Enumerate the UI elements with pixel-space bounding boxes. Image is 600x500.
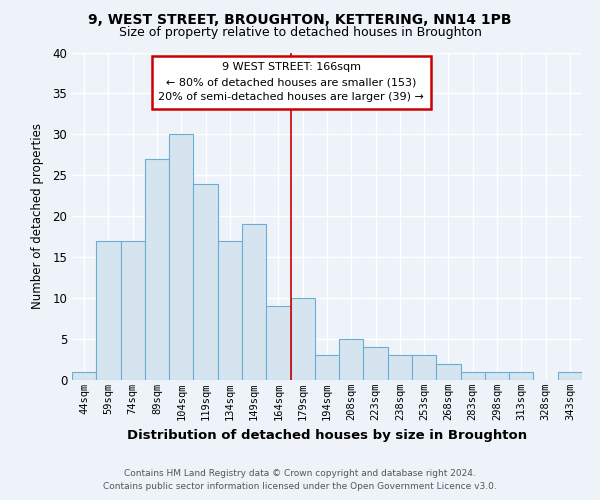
Bar [121,241,145,380]
Bar [364,347,388,380]
X-axis label: Distribution of detached houses by size in Broughton: Distribution of detached houses by size … [127,428,527,442]
Bar [339,339,364,380]
Bar [96,241,121,380]
Bar [509,372,533,380]
Text: 9 WEST STREET: 166sqm
← 80% of detached houses are smaller (153)
20% of semi-det: 9 WEST STREET: 166sqm ← 80% of detached … [158,62,424,102]
Bar [388,356,412,380]
Bar [72,372,96,380]
Bar [169,134,193,380]
Bar [315,356,339,380]
Bar [485,372,509,380]
Text: Size of property relative to detached houses in Broughton: Size of property relative to detached ho… [119,26,481,39]
Bar [145,159,169,380]
Bar [558,372,582,380]
Bar [412,356,436,380]
Bar [242,224,266,380]
Y-axis label: Number of detached properties: Number of detached properties [31,123,44,309]
Bar [290,298,315,380]
Text: 9, WEST STREET, BROUGHTON, KETTERING, NN14 1PB: 9, WEST STREET, BROUGHTON, KETTERING, NN… [88,12,512,26]
Bar [436,364,461,380]
Bar [193,184,218,380]
Bar [218,241,242,380]
Text: Contains HM Land Registry data © Crown copyright and database right 2024.
Contai: Contains HM Land Registry data © Crown c… [103,470,497,491]
Bar [461,372,485,380]
Bar [266,306,290,380]
